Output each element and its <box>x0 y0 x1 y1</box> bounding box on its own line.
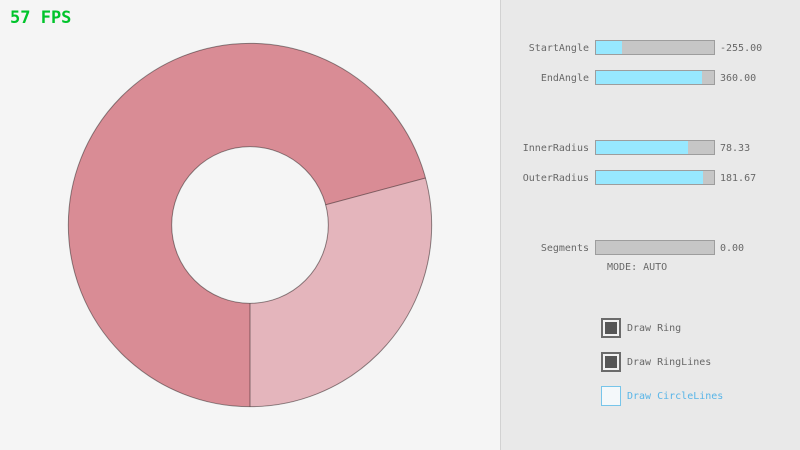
checkbox-row-draw-circlelines: Draw CircleLines <box>601 386 800 406</box>
draw-ring-checkbox[interactable] <box>601 318 621 338</box>
segments-label: Segments <box>540 243 589 254</box>
segments-mode-label: MODE: AUTO <box>607 262 668 273</box>
draw-circlelines-checkbox-label: Draw CircleLines <box>627 391 724 402</box>
segments-slider[interactable] <box>595 240 715 255</box>
ring-light-region <box>250 177 432 407</box>
innerradius-label: InnerRadius <box>522 143 589 154</box>
slider-row-startangle: StartAngle -255.00 <box>501 40 800 56</box>
innerradius-slider-fill <box>596 141 689 154</box>
slider-row-endangle: EndAngle 360.00 <box>501 70 800 86</box>
ring-inner-line <box>171 146 329 304</box>
outerradius-value: 181.67 <box>720 173 757 184</box>
outerradius-slider[interactable] <box>595 170 715 185</box>
ring-start-cap-line <box>325 177 426 206</box>
ring-preview-canvas <box>67 42 433 408</box>
startangle-label: StartAngle <box>528 43 589 54</box>
draw-ringlines-checkbox-label: Draw RingLines <box>627 357 712 368</box>
ring-lines <box>67 42 433 408</box>
slider-row-segments: Segments 0.00 <box>501 240 800 256</box>
draw-ring-checkbox-label: Draw Ring <box>627 323 682 334</box>
segments-value: 0.00 <box>720 243 745 254</box>
draw-ringlines-checkbox[interactable] <box>601 352 621 372</box>
checkbox-row-draw-ring: Draw Ring <box>601 318 800 338</box>
slider-row-outerradius: OuterRadius 181.67 <box>501 170 800 186</box>
draw-circlelines-checkbox[interactable] <box>601 386 621 406</box>
startangle-value: -255.00 <box>720 43 763 54</box>
outerradius-slider-fill <box>596 171 704 184</box>
endangle-slider[interactable] <box>595 70 715 85</box>
endangle-slider-fill <box>596 71 703 84</box>
checkbox-row-draw-ringlines: Draw RingLines <box>601 352 800 372</box>
controls-panel: StartAngle -255.00 EndAngle 360.00 Inner… <box>500 0 800 450</box>
endangle-value: 360.00 <box>720 73 757 84</box>
slider-row-innerradius: InnerRadius 78.33 <box>501 140 800 156</box>
startangle-slider[interactable] <box>595 40 715 55</box>
innerradius-value: 78.33 <box>720 143 751 154</box>
endangle-label: EndAngle <box>540 73 589 84</box>
fps-counter: 57 FPS <box>10 8 72 28</box>
ring-outer-line <box>67 42 433 408</box>
outerradius-label: OuterRadius <box>522 173 589 184</box>
startangle-slider-fill <box>596 41 622 54</box>
innerradius-slider[interactable] <box>595 140 715 155</box>
